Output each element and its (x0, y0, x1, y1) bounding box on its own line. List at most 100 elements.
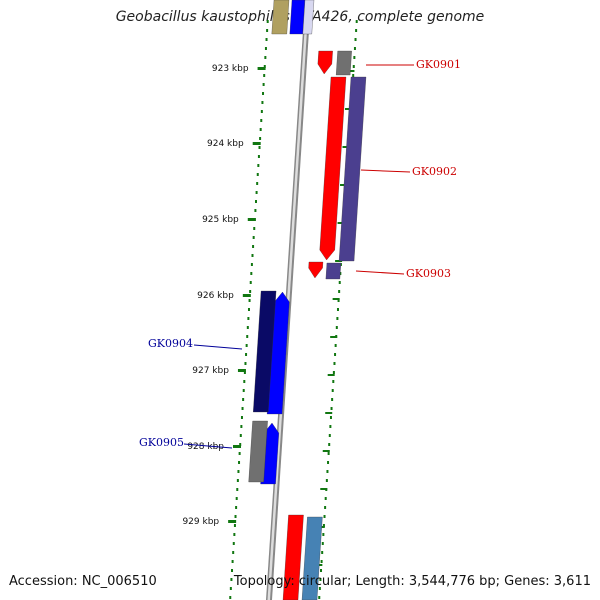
leader-line-gk0904 (193, 344, 243, 350)
ruler-dot-left (264, 47, 267, 50)
cog-bar-top-olive[interactable] (271, 0, 290, 35)
ruler-dot-right (322, 533, 325, 536)
ruler-dot-left (235, 506, 238, 509)
ruler-dot-left (248, 299, 251, 302)
cog-gk0904[interactable] (253, 290, 277, 413)
feature-tracks[interactable] (248, 0, 367, 600)
ruler-dot-right (337, 299, 340, 302)
cds-gk0904[interactable] (266, 291, 290, 415)
ruler-dot-left (245, 344, 248, 347)
ruler-minor-tick (335, 260, 343, 262)
ruler-dot-left (229, 596, 232, 599)
cds-bar-top-forward[interactable] (289, 0, 306, 35)
ruler-dot-left (257, 164, 260, 167)
ruler-dot-left (250, 272, 253, 275)
ruler-dot-right (352, 65, 355, 68)
gene-label-gk0903[interactable]: GK0903 (406, 267, 451, 280)
ruler-minor-tick (344, 108, 352, 110)
ruler-dot-right (323, 515, 326, 518)
ruler-dot-left (239, 443, 242, 446)
gene-label-gk0905[interactable]: GK0905 (139, 436, 184, 449)
ruler-dot-right (330, 407, 333, 410)
ruler-dot-right (335, 326, 338, 329)
ruler-dot-right (325, 479, 328, 482)
ruler-dot-right (327, 461, 330, 464)
ruler-dot-left (231, 560, 234, 563)
cog-bar-top-lavender[interactable] (302, 0, 315, 35)
ruler-dot-right (326, 470, 329, 473)
cog-gk0905[interactable] (248, 420, 268, 483)
ruler-dot-left (256, 173, 259, 176)
ruler-dot-right (321, 551, 324, 554)
ruler-dot-left (240, 416, 243, 419)
cog-gk0902[interactable] (338, 76, 367, 262)
ruler-dot-right (321, 542, 324, 545)
ruler-dot-left (266, 20, 269, 23)
cds-gk0902[interactable] (319, 76, 347, 261)
ruler-dot-left (242, 389, 245, 392)
tick-label: 925 kbp (202, 215, 239, 225)
leader-line-gk0903 (355, 270, 405, 275)
ruler-dot-right (333, 362, 336, 365)
accession-text: Accession: NC_006510 (9, 574, 157, 589)
ruler-dot-left (251, 254, 254, 257)
ruler-dot-left (242, 398, 245, 401)
ruler-dot-right (338, 281, 341, 284)
ruler-dot-left (238, 452, 241, 455)
ruler-dot-left (238, 461, 241, 464)
gene-label-gk0901[interactable]: GK0901 (416, 58, 461, 71)
ruler-dot-right (352, 74, 355, 77)
ruler-dot-left (253, 227, 256, 230)
cds-gk0901[interactable] (317, 50, 333, 75)
ruler-dot-left (259, 137, 262, 140)
ruler-dot-right (354, 38, 357, 41)
ruler-dot-left (236, 488, 239, 491)
ruler-dot-left (249, 281, 252, 284)
ruler-dot-right (324, 506, 327, 509)
ruler-dot-right (319, 578, 322, 581)
ruler-minor-tick (320, 488, 328, 490)
tick-label: 923 kbp (212, 64, 249, 74)
gene-label-gk0902[interactable]: GK0902 (412, 165, 457, 178)
ruler-dot-right (336, 317, 339, 320)
ruler-dot-left (260, 119, 263, 122)
ruler-dot-right (334, 353, 337, 356)
cds-bottom-reverse[interactable] (282, 514, 304, 600)
ruler-dot-left (260, 110, 263, 113)
ruler-dot-left (247, 308, 250, 311)
ruler-dot-left (265, 38, 268, 41)
cog-gk0901[interactable] (335, 50, 352, 76)
ruler-dot-right (353, 47, 356, 50)
ruler-dot-left (246, 326, 249, 329)
cog-bottom-steelblue[interactable] (301, 516, 323, 600)
ruler-dot-left (259, 128, 262, 131)
ruler-dot-right (329, 425, 332, 428)
ruler-dot-right (332, 380, 335, 383)
ruler-dot-right (331, 398, 334, 401)
ruler-dot-left (247, 317, 250, 320)
ruler-dot-left (252, 245, 255, 248)
gene-labels[interactable]: GK0901 GK0902 GK0903 GK0904 GK0905 (139, 58, 461, 449)
tick-label: 926 kbp (197, 291, 234, 301)
gene-label-gk0904[interactable]: GK0904 (148, 337, 193, 350)
ruler-ticks: 923 kbp 924 kbp 925 kbp 926 kbp 927 kbp 928 k… (182, 64, 266, 527)
cds-gk0903[interactable] (308, 261, 324, 279)
ruler-dot-right (355, 20, 358, 23)
ruler-dot-left (243, 380, 246, 383)
ruler-dot-right (322, 524, 325, 527)
ruler-minor-tick (330, 336, 338, 338)
cog-gk0903[interactable] (325, 262, 342, 280)
ruler-minor-tick (325, 412, 333, 414)
ruler-dot-right (336, 308, 339, 311)
ruler-dot-right (328, 434, 331, 437)
ruler-dot-right (331, 389, 334, 392)
ruler-dot-left (232, 542, 235, 545)
ruler-dot-left (264, 56, 267, 59)
tick-label: 927 kbp (192, 366, 229, 376)
leader-line-gk0905 (183, 443, 233, 449)
ruler-dot-left (237, 470, 240, 473)
ruler-dot-left (252, 236, 255, 239)
ruler-dot-left (232, 551, 235, 554)
ruler-dot-right (332, 371, 335, 374)
